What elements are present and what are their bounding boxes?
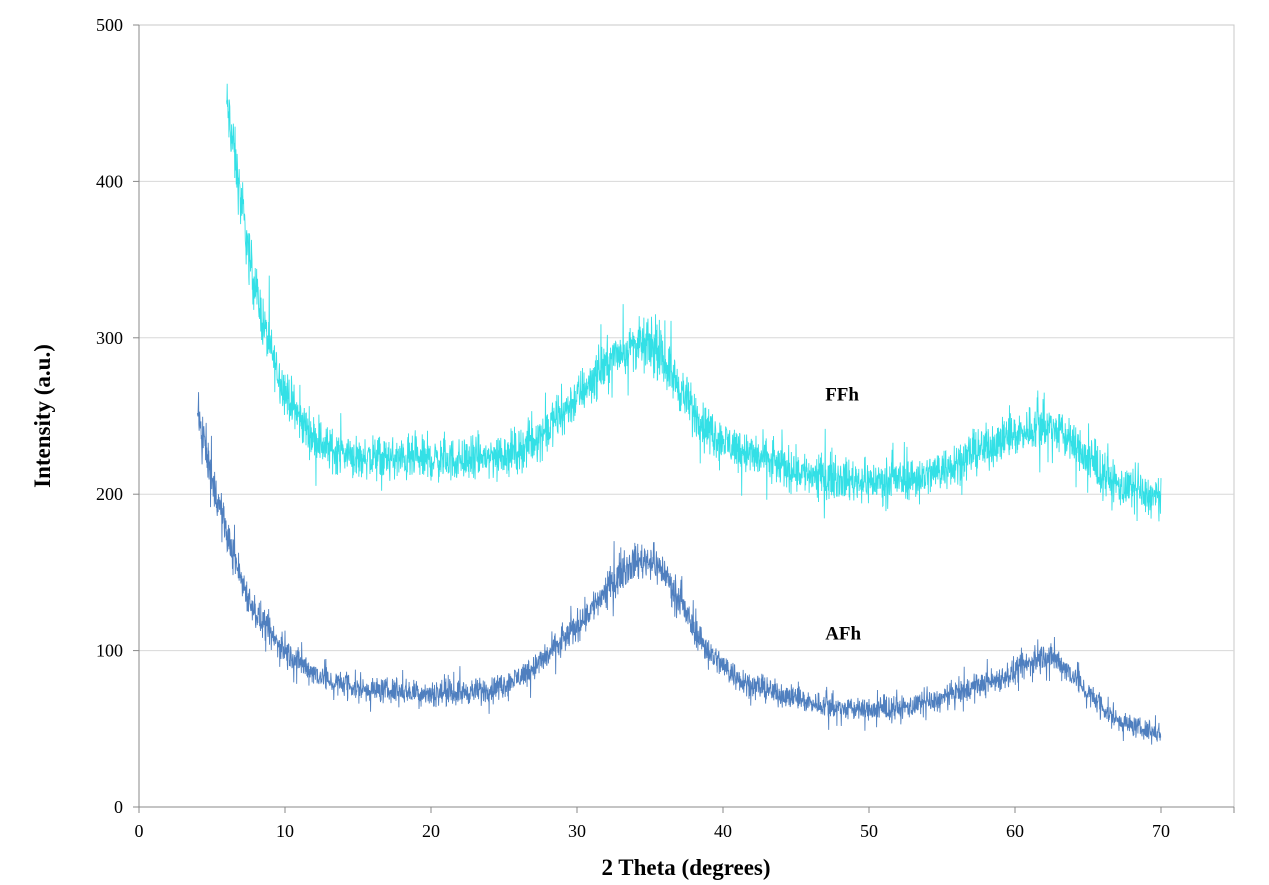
series-line-afh (196, 392, 1162, 745)
y-tick-label-500: 500 (96, 15, 123, 35)
annotations: FFh AFh (825, 384, 861, 644)
x-ticks: 0 10 20 30 40 50 60 70 (135, 807, 1235, 841)
y-tick-label-400: 400 (96, 171, 123, 191)
x-tick-label-40: 40 (714, 821, 732, 841)
x-axis-title: 2 Theta (degrees) (601, 855, 770, 880)
y-tick-label-200: 200 (96, 484, 123, 504)
series-layer (196, 83, 1162, 745)
x-tick-label-20: 20 (422, 821, 440, 841)
series-line-ffh (226, 83, 1162, 522)
x-tick-label-70: 70 (1152, 821, 1170, 841)
x-tick-label-30: 30 (568, 821, 586, 841)
annotation-ffh: FFh (825, 384, 859, 405)
x-tick-label-10: 10 (276, 821, 294, 841)
y-tick-label-100: 100 (96, 641, 123, 661)
y-tick-label-0: 0 (114, 797, 123, 817)
x-tick-label-60: 60 (1006, 821, 1024, 841)
annotation-afh: AFh (825, 624, 861, 645)
y-tick-label-300: 300 (96, 328, 123, 348)
y-axis-title: Intensity (a.u.) (30, 344, 55, 488)
x-tick-label-50: 50 (860, 821, 878, 841)
x-tick-label-0: 0 (135, 821, 144, 841)
y-ticks: 0 100 200 300 400 500 (96, 15, 139, 817)
